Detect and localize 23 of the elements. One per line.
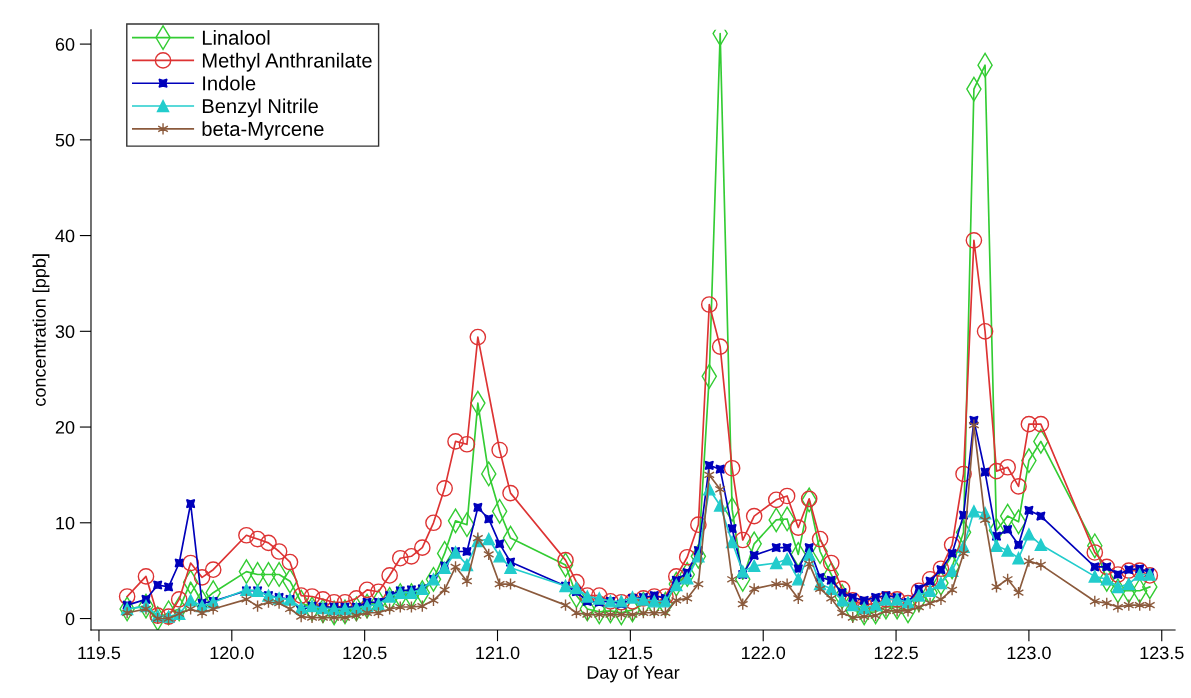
x-axis-title: Day of Year	[587, 665, 680, 683]
legend-label: Indole	[203, 75, 256, 91]
y-tick-label: 50	[55, 133, 75, 147]
x-tick-label: 123.0	[1007, 646, 1051, 660]
y-tick-label: 30	[55, 325, 75, 339]
y-axis-title: concentration [ppb]	[32, 254, 50, 406]
x-tick-label: 123.5	[1140, 646, 1184, 660]
y-tick-label: 40	[55, 229, 75, 243]
y-tick-label: 60	[55, 38, 75, 51]
x-tick-label: 122.0	[742, 646, 786, 660]
legend-label: Methyl Anthranilate	[202, 52, 372, 72]
y-tick-label: 20	[55, 420, 75, 434]
x-tick-label: 120.5	[343, 646, 387, 660]
x-tick-label: 122.5	[874, 646, 918, 660]
legend-label: Benzyl Nitrile	[202, 98, 318, 118]
x-tick-label: 121.0	[476, 646, 520, 660]
x-tick-label: 119.5	[78, 646, 121, 660]
legend-label: beta-Myrcene	[202, 121, 324, 141]
x-tick-label: 120.0	[210, 646, 254, 660]
x-tick-label: 121.5	[609, 646, 653, 660]
y-tick-label: 0	[65, 612, 75, 626]
y-tick-label: 10	[56, 516, 75, 530]
legend-label: Linalool	[202, 30, 270, 45]
